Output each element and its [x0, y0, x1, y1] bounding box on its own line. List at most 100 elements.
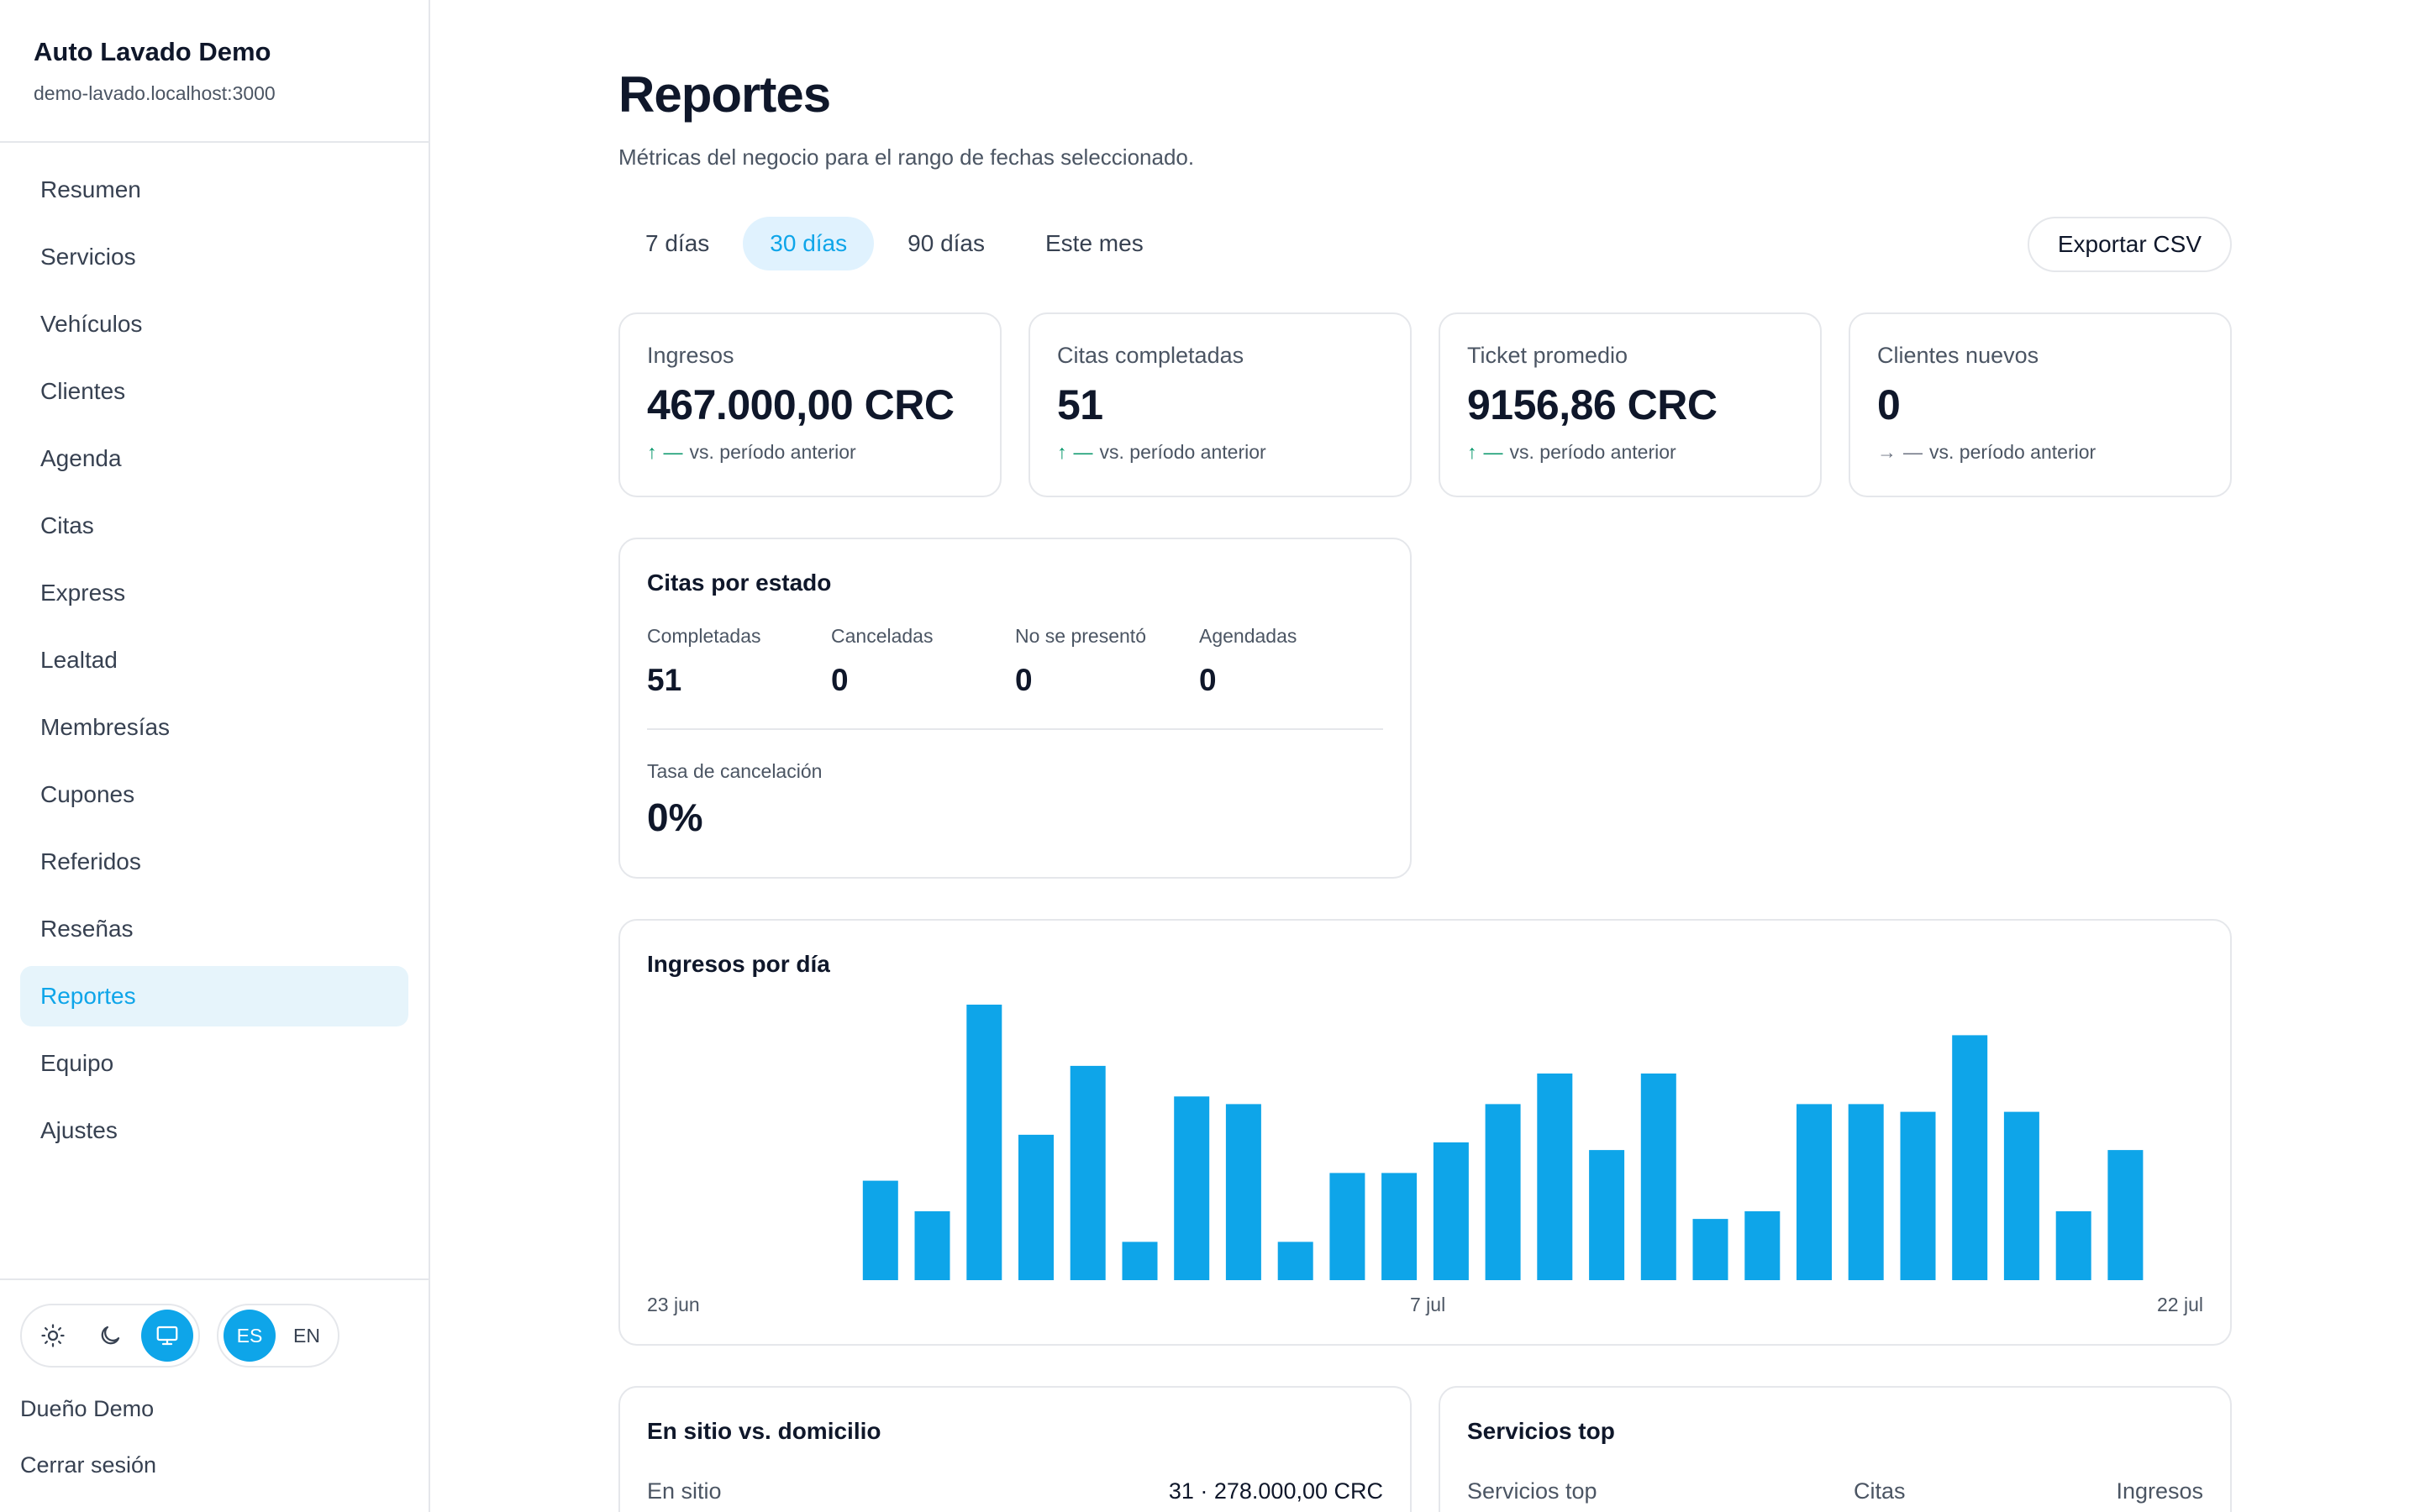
sidebar-item-express[interactable]: Express	[40, 580, 126, 606]
status-label: Completadas	[647, 625, 761, 647]
bar-9-jul[interactable]	[1485, 1104, 1521, 1280]
bar-20-jul[interactable]	[2055, 1211, 2091, 1280]
tab-90-dias[interactable]: 90 días	[908, 230, 985, 256]
bar-6-jul[interactable]	[1329, 1173, 1365, 1280]
onsite-label: En sitio	[647, 1478, 722, 1504]
bar-18-jul[interactable]	[1952, 1035, 1988, 1280]
bar-1-jul[interactable]	[1070, 1065, 1106, 1280]
bar-8-jul[interactable]	[1433, 1142, 1469, 1280]
status-label: Agendadas	[1199, 625, 1297, 647]
sidebar-item-resumen[interactable]: Resumen	[40, 176, 141, 202]
bar-17-jul[interactable]	[1900, 1111, 1936, 1280]
status-value: 0	[831, 663, 849, 697]
sidebar-item-citas[interactable]: Citas	[40, 512, 94, 538]
kpi-delta-value: —	[1483, 441, 1503, 463]
kpi-delta: ↑ — vs. período anterior	[1467, 441, 1793, 464]
sidebar-item-ajustes[interactable]: Ajustes	[40, 1117, 118, 1143]
sidebar-item-resenas[interactable]: Reseñas	[40, 916, 134, 942]
chart-title: Ingresos por día	[647, 951, 830, 977]
status-grid: Completadas 51 Canceladas 0 No se presen…	[647, 625, 1383, 698]
status-card: Citas por estado Completadas 51 Cancelad…	[618, 538, 1412, 879]
tab-este-mes[interactable]: Este mes	[1045, 230, 1144, 256]
language-switcher: ES EN	[217, 1304, 339, 1368]
status-no-show: No se presentó 0	[1015, 625, 1199, 698]
bar-4-jul[interactable]	[1225, 1104, 1261, 1280]
bar-5-jul[interactable]	[1277, 1242, 1313, 1280]
kpi-value: 467.000,00 CRC	[647, 381, 955, 428]
kpi-compare-label: vs. período anterior	[1929, 441, 2096, 463]
cancel-rate-label: Tasa de cancelación	[647, 760, 823, 782]
tab-7-dias[interactable]: 7 días	[645, 230, 710, 256]
sidebar-item-referidos[interactable]: Referidos	[40, 848, 141, 874]
kpi-card-ticket-promedio: Ticket promedio 9156,86 CRC ↑ — vs. perí…	[1439, 312, 1822, 497]
kpi-delta-value: —	[663, 441, 683, 463]
sun-icon[interactable]	[27, 1310, 79, 1362]
bar-13-jul[interactable]	[1692, 1219, 1728, 1280]
bar-15-jul[interactable]	[1797, 1104, 1832, 1280]
language-es-button[interactable]: ES	[224, 1310, 276, 1362]
bar-3-jul[interactable]	[1174, 1096, 1210, 1280]
tab-30-dias[interactable]: 30 días	[743, 217, 875, 270]
arrow-up-icon: ↑	[647, 441, 657, 463]
bar-14-jul[interactable]	[1744, 1211, 1781, 1280]
date-range-tabs: 7 días 30 días 90 días Este mes	[618, 217, 1171, 270]
monitor-icon[interactable]	[141, 1310, 193, 1362]
theme-switcher	[20, 1304, 200, 1368]
moon-icon[interactable]	[84, 1310, 136, 1362]
kpi-compare-label: vs. período anterior	[1099, 441, 1266, 463]
bar-10-jul[interactable]	[1537, 1074, 1573, 1280]
arrow-up-icon: ↑	[1057, 441, 1067, 463]
bar-2-jul[interactable]	[1122, 1242, 1158, 1280]
bar-7-jul[interactable]	[1381, 1173, 1418, 1280]
bar-30-jun[interactable]	[1018, 1134, 1054, 1280]
sidebar-item-servicios[interactable]: Servicios	[40, 244, 136, 270]
status-value: 0	[1015, 663, 1033, 697]
page-title: Reportes	[618, 66, 831, 123]
sidebar-item-clientes[interactable]: Clientes	[40, 378, 126, 404]
bar-12-jul[interactable]	[1640, 1074, 1676, 1280]
user-name[interactable]: Dueño Demo	[20, 1396, 155, 1421]
language-en-button[interactable]: EN	[293, 1324, 320, 1347]
bar-28-jun[interactable]	[914, 1211, 950, 1280]
bar-11-jul[interactable]	[1589, 1150, 1625, 1280]
brand-host: demo-lavado.localhost:3000	[34, 82, 276, 104]
bar-27-jun[interactable]	[862, 1180, 898, 1280]
top-services-title: Servicios top	[1467, 1418, 1615, 1444]
kpi-label: Ticket promedio	[1467, 343, 1628, 368]
sidebar-nav: Resumen Servicios Vehículos Clientes Age…	[0, 143, 429, 1161]
status-value: 0	[1199, 663, 1217, 697]
sidebar-item-vehiculos[interactable]: Vehículos	[40, 311, 143, 337]
sidebar-item-lealtad[interactable]: Lealtad	[40, 647, 118, 673]
page-subtitle: Métricas del negocio para el rango de fe…	[618, 144, 1195, 170]
sidebar-item-cupones[interactable]: Cupones	[40, 781, 135, 807]
logout-link[interactable]: Cerrar sesión	[20, 1452, 157, 1478]
onsite-row: En sitio 31 · 278.000,00 CRC	[647, 1478, 1383, 1504]
sidebar-item-membresias[interactable]: Membresías	[40, 714, 171, 740]
kpi-delta: ↑ — vs. período anterior	[1057, 441, 1383, 464]
kpi-compare-label: vs. período anterior	[1509, 441, 1676, 463]
kpi-compare-label: vs. período anterior	[689, 441, 856, 463]
kpi-card-citas-completadas: Citas completadas 51 ↑ — vs. período ant…	[1028, 312, 1412, 497]
bar-21-jul[interactable]	[2107, 1150, 2144, 1280]
bar-19-jul[interactable]	[2003, 1111, 2039, 1280]
status-label: Canceladas	[831, 625, 934, 647]
sidebar-item-equipo[interactable]: Equipo	[40, 1050, 114, 1076]
kpi-label: Clientes nuevos	[1877, 343, 2039, 368]
kpi-value: 51	[1057, 381, 1103, 428]
sidebar-item-reportes[interactable]: Reportes	[20, 966, 408, 1026]
brand: Auto Lavado Demo demo-lavado.localhost:3…	[0, 0, 429, 143]
kpi-label: Ingresos	[647, 343, 734, 368]
x-tick-label-start: 23 jun	[647, 1294, 700, 1315]
status-completadas: Completadas 51	[647, 625, 831, 698]
column-header-ingresos: Ingresos	[2116, 1478, 2203, 1504]
divider	[647, 728, 1383, 730]
sidebar-item-agenda[interactable]: Agenda	[40, 445, 122, 471]
bar-29-jun[interactable]	[966, 1005, 1002, 1280]
kpi-row: Ingresos 467.000,00 CRC ↑ — vs. período …	[618, 312, 2232, 497]
x-tick-label-mid: 7 jul	[1410, 1294, 1446, 1315]
bar-16-jul[interactable]	[1848, 1104, 1884, 1280]
export-csv-button[interactable]: Exportar CSV	[2027, 217, 2232, 272]
arrow-right-icon: →	[1877, 441, 1897, 463]
kpi-card-ingresos: Ingresos 467.000,00 CRC ↑ — vs. período …	[618, 312, 1002, 497]
status-card-title: Citas por estado	[647, 570, 832, 596]
